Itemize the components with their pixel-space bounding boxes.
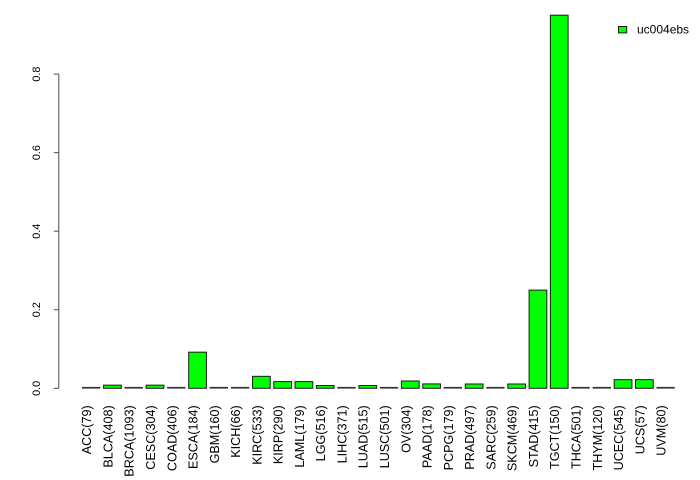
svg-text:BLCA(408): BLCA(408) (101, 405, 115, 467)
svg-text:LAML(179): LAML(179) (293, 405, 307, 467)
svg-text:0.0: 0.0 (31, 381, 43, 396)
svg-text:PAAD(178): PAAD(178) (421, 405, 435, 468)
svg-text:THYM(120): THYM(120) (591, 405, 605, 470)
svg-text:SARC(259): SARC(259) (484, 405, 498, 469)
svg-text:LGG(516): LGG(516) (314, 405, 328, 461)
svg-text:GBM(160): GBM(160) (208, 405, 222, 463)
svg-text:LUSC(501): LUSC(501) (378, 405, 392, 468)
svg-text:0.4: 0.4 (31, 224, 43, 239)
svg-text:KICH(66): KICH(66) (229, 405, 243, 457)
svg-text:PRAD(497): PRAD(497) (463, 405, 477, 469)
svg-text:0.2: 0.2 (31, 302, 43, 317)
svg-text:SKCM(469): SKCM(469) (506, 405, 520, 471)
svg-text:0.8: 0.8 (31, 67, 43, 82)
svg-text:UVM(80): UVM(80) (655, 405, 669, 455)
svg-text:BRCA(1093): BRCA(1093) (123, 405, 137, 476)
svg-text:UCS(57): UCS(57) (633, 405, 647, 454)
svg-text:LUAD(515): LUAD(515) (357, 405, 371, 468)
svg-text:ESCA(184): ESCA(184) (187, 405, 201, 469)
svg-text:CESC(304): CESC(304) (144, 405, 158, 469)
svg-text:COAD(406): COAD(406) (165, 405, 179, 471)
svg-text:OV(304): OV(304) (399, 405, 413, 453)
svg-text:THCA(501): THCA(501) (570, 405, 584, 469)
svg-text:UCEC(545): UCEC(545) (612, 405, 626, 470)
svg-text:uc004ebs: uc004ebs (637, 22, 689, 36)
svg-text:PCPG(179): PCPG(179) (442, 405, 456, 470)
svg-text:LIHC(371): LIHC(371) (335, 405, 349, 463)
svg-text:KIRC(533): KIRC(533) (250, 405, 264, 465)
svg-text:ACC(79): ACC(79) (80, 405, 94, 454)
svg-text:KIRP(290): KIRP(290) (272, 405, 286, 464)
svg-text:TGCT(150): TGCT(150) (548, 405, 562, 469)
svg-text:STAD(415): STAD(415) (527, 405, 541, 467)
svg-text:0.6: 0.6 (31, 145, 43, 160)
